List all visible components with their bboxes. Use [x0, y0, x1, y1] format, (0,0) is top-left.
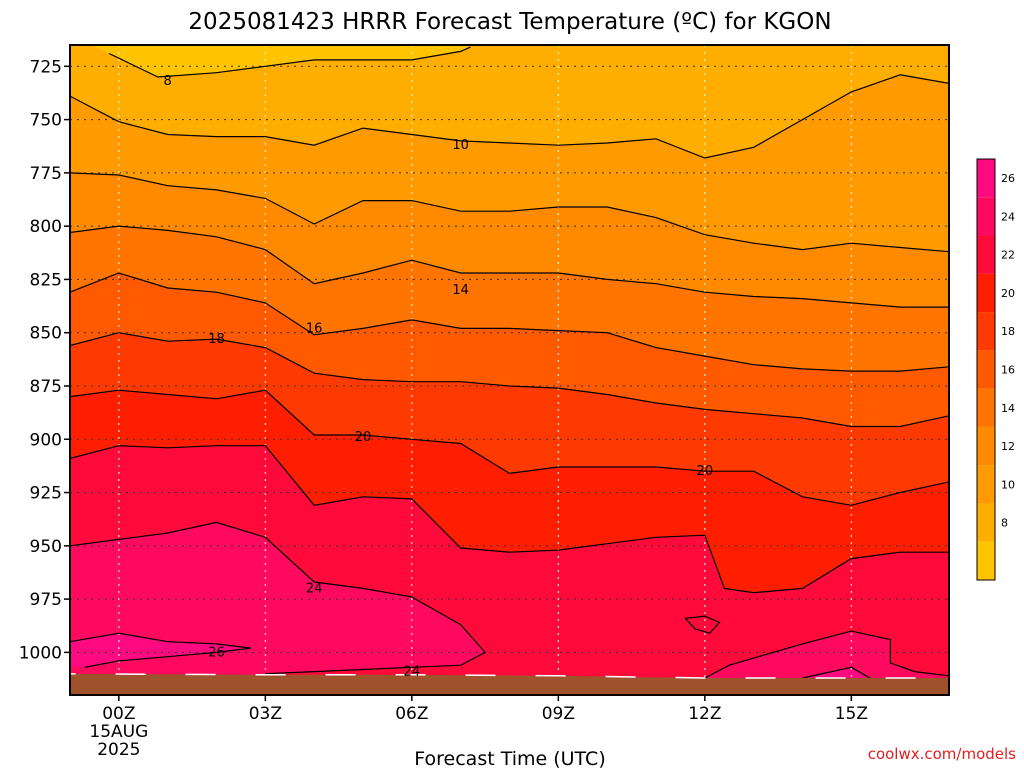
colorbar-tick-label: 20	[1001, 287, 1015, 300]
x-tick-label: 15Z	[835, 704, 868, 724]
x-tick-label: 15AUG	[89, 722, 148, 742]
credit-text: coolwx.com/models	[868, 745, 1016, 763]
colorbar-segment	[977, 273, 995, 313]
contour-18	[70, 332, 949, 428]
contour-8	[108, 46, 471, 78]
colorbar-tick-label: 12	[1001, 440, 1015, 453]
colorbar-tick-label: 26	[1001, 172, 1015, 185]
y-tick-label: 925	[30, 484, 62, 504]
colorbar-tick-label: 8	[1001, 517, 1008, 530]
colorbar: 8 10 12 14 16 18 20 22 24 26	[976, 158, 1015, 581]
colorbar-segment	[977, 159, 995, 198]
contour-label: 14	[452, 283, 469, 298]
y-tick-label: 750	[30, 111, 62, 131]
contour-label: 16	[306, 321, 323, 336]
plot-frame	[69, 44, 950, 696]
contour-label: 24	[404, 665, 421, 680]
contour-label: 18	[208, 332, 225, 347]
y-tick-label: 850	[30, 324, 62, 344]
y-tick-label: 975	[30, 590, 62, 610]
colorbar-tick-label: 22	[1001, 249, 1015, 262]
x-tick-label: 12Z	[688, 704, 721, 724]
band-22-ring	[685, 616, 720, 634]
x-tick-label: 09Z	[542, 704, 575, 724]
colorbar-segment	[977, 312, 995, 351]
surface-terrain	[70, 673, 949, 695]
contour-24	[704, 630, 949, 679]
colorbar-segment	[977, 426, 995, 466]
colorbar-tick-label: 14	[1001, 402, 1015, 415]
colorbar-segment	[977, 388, 995, 427]
contour-26	[70, 632, 251, 668]
colorbar-tick-label: 10	[1001, 478, 1015, 491]
y-tick-label: 825	[30, 270, 62, 290]
y-tick-label: 875	[30, 377, 62, 397]
colorbar-segment	[977, 197, 995, 236]
chart-title: 2025081423 HRRR Forecast Temperature (ºC…	[188, 9, 831, 35]
colorbar-segment	[977, 503, 995, 542]
y-tick-label: 900	[30, 430, 62, 450]
colorbar-frame	[976, 158, 996, 581]
x-axis-label: Forecast Time (UTC)	[414, 748, 605, 768]
contour-12	[70, 172, 949, 253]
colorbar-tick-label: 16	[1001, 364, 1015, 377]
contour-label: 8	[164, 74, 172, 89]
colorbar-tick-label: 18	[1001, 325, 1015, 338]
y-tick-label: 1000	[19, 643, 62, 663]
band-26	[70, 633, 251, 668]
contour-label: 20	[697, 464, 714, 479]
contour-20	[70, 389, 949, 506]
contour-14	[70, 225, 949, 308]
contour-label: 24	[306, 581, 323, 596]
x-tick-label: 00Z	[102, 704, 135, 724]
x-tick-label: 03Z	[249, 704, 282, 724]
contour-label: 10	[452, 138, 469, 153]
colorbar-tick-label: 24	[1001, 210, 1015, 223]
y-tick-label: 775	[30, 164, 62, 184]
y-tick-label: 800	[30, 217, 62, 237]
y-tick-label: 725	[30, 57, 62, 77]
contour-24	[70, 521, 487, 675]
contour-label: 26	[208, 645, 225, 660]
x-tick-label: 06Z	[395, 704, 428, 724]
contour-16	[70, 272, 949, 372]
colorbar-segment	[977, 465, 995, 504]
contour-22	[684, 615, 721, 634]
x-tick-label: 2025	[97, 740, 140, 760]
colorbar-segment	[977, 541, 995, 580]
contour-label: 20	[355, 430, 372, 445]
colorbar-segment	[977, 235, 995, 274]
contour-22	[70, 445, 949, 594]
surface-edge	[70, 673, 949, 679]
y-tick-label: 950	[30, 537, 62, 557]
colorbar-segment	[977, 350, 995, 389]
contour-10	[70, 74, 949, 159]
